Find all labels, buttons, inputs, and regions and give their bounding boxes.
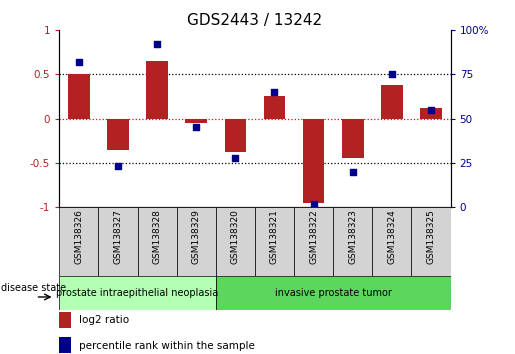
Text: GSM138325: GSM138325 xyxy=(426,209,436,264)
Text: GSM138320: GSM138320 xyxy=(231,209,240,264)
FancyBboxPatch shape xyxy=(138,207,177,276)
Bar xyxy=(146,61,168,119)
Bar xyxy=(381,85,403,119)
Point xyxy=(192,125,200,130)
Text: GSM138327: GSM138327 xyxy=(113,209,123,264)
Text: invasive prostate tumor: invasive prostate tumor xyxy=(275,288,391,298)
Bar xyxy=(59,337,71,353)
FancyBboxPatch shape xyxy=(216,207,255,276)
Text: disease state: disease state xyxy=(1,283,66,293)
Bar xyxy=(225,119,246,152)
Bar xyxy=(68,74,90,119)
Point xyxy=(231,155,239,160)
Point xyxy=(310,201,318,206)
Point xyxy=(427,107,435,113)
FancyBboxPatch shape xyxy=(177,207,216,276)
FancyBboxPatch shape xyxy=(59,276,216,310)
Text: log2 ratio: log2 ratio xyxy=(79,315,129,325)
Point xyxy=(114,164,122,169)
Bar xyxy=(185,119,207,123)
Bar xyxy=(264,96,285,119)
Text: GSM138324: GSM138324 xyxy=(387,209,397,264)
Text: GSM138322: GSM138322 xyxy=(309,209,318,264)
Bar xyxy=(342,119,364,159)
Text: GSM138323: GSM138323 xyxy=(348,209,357,264)
Text: GSM138328: GSM138328 xyxy=(152,209,162,264)
FancyBboxPatch shape xyxy=(333,207,372,276)
Point xyxy=(388,72,396,77)
Bar xyxy=(303,119,324,202)
Bar xyxy=(107,119,129,149)
Title: GDS2443 / 13242: GDS2443 / 13242 xyxy=(187,12,322,28)
FancyBboxPatch shape xyxy=(372,207,411,276)
Text: prostate intraepithelial neoplasia: prostate intraepithelial neoplasia xyxy=(56,288,219,298)
FancyBboxPatch shape xyxy=(294,207,333,276)
Text: GSM138326: GSM138326 xyxy=(74,209,83,264)
Point xyxy=(349,169,357,175)
Text: percentile rank within the sample: percentile rank within the sample xyxy=(79,341,255,351)
FancyBboxPatch shape xyxy=(411,207,451,276)
FancyBboxPatch shape xyxy=(255,207,294,276)
Text: GSM138321: GSM138321 xyxy=(270,209,279,264)
FancyBboxPatch shape xyxy=(59,207,98,276)
Bar xyxy=(59,312,71,328)
FancyBboxPatch shape xyxy=(216,276,451,310)
Bar xyxy=(420,108,442,119)
Text: GSM138329: GSM138329 xyxy=(192,209,201,264)
Point xyxy=(75,59,83,65)
FancyBboxPatch shape xyxy=(98,207,138,276)
Point xyxy=(153,41,161,47)
Point xyxy=(270,89,279,95)
